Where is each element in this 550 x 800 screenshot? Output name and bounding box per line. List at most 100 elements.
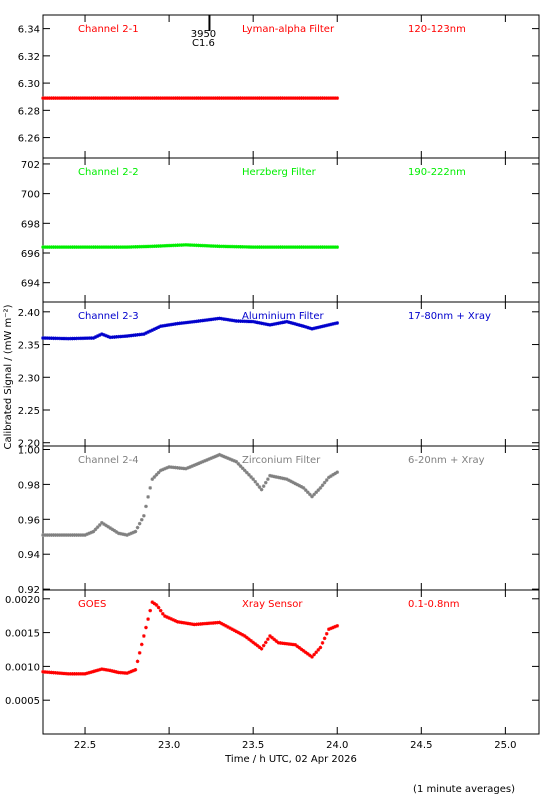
data-point [139,244,144,249]
data-point [163,96,167,100]
data-point [221,622,226,627]
data-point [142,634,146,638]
data-point [230,96,234,100]
data-point [188,243,192,247]
data-point [53,245,58,249]
data-point [272,96,276,100]
data-point [133,667,138,672]
data-point [245,635,249,640]
data-point [188,622,192,626]
data-point [144,625,148,630]
data-point [308,96,312,100]
data-point [121,532,125,536]
data-point [261,643,266,648]
data-point [312,492,316,497]
x-tick-label: 22.5 [74,740,96,751]
data-point [299,323,304,328]
data-point [240,466,245,471]
y-tick-label: 0.0010 [5,662,40,673]
data-point [221,96,226,100]
data-point [184,466,188,471]
data-point [242,634,247,638]
data-point [91,96,96,100]
data-point [137,651,142,655]
data-point [232,244,237,249]
data-point [184,621,188,625]
data-point [142,332,146,336]
data-point [93,245,98,249]
data-point [194,96,199,100]
data-point [85,245,89,249]
data-point [79,336,83,341]
data-point [64,671,68,676]
data-point [320,483,325,488]
data-point [295,644,300,649]
data-point [293,642,298,647]
data-point [106,245,110,249]
data-point [152,327,157,331]
data-point [249,245,253,249]
x-tick-label: 23.0 [158,740,180,751]
data-point [278,321,283,325]
data-point [284,96,289,100]
data-point [108,526,113,530]
event-marker-label: C1.6 [192,38,215,49]
data-point [163,323,167,328]
data-point [146,244,150,249]
data-point [287,245,291,249]
data-point [196,319,201,323]
data-point [209,621,213,625]
data-point [234,96,239,100]
data-point [129,245,134,249]
data-point [125,245,129,249]
data-series [41,452,340,537]
data-point [182,321,186,325]
data-point [306,490,310,495]
data-point [131,530,136,535]
data-point [158,324,163,329]
data-point [270,635,274,640]
data-point [228,244,232,249]
data-point [51,533,56,537]
data-point [280,476,285,481]
data-point [70,96,75,100]
data-point [245,245,249,249]
data-point [53,96,58,100]
data-point [263,322,268,326]
data-point [226,96,230,100]
data-point [175,619,180,624]
data-point [108,335,113,340]
data-point [295,245,300,249]
data-point [259,487,264,492]
data-point [100,332,104,336]
data-point [47,96,52,100]
data-point [184,320,188,325]
panel-band-label: 120-123nm [408,24,466,35]
data-point [320,96,325,100]
data-point [192,463,197,467]
data-point [179,243,184,247]
data-point [129,333,134,338]
data-point [331,96,335,100]
data-point [238,319,243,323]
data-point [133,96,138,100]
data-point [123,96,127,100]
data-point [310,245,314,249]
data-point [66,96,71,100]
data-point [79,245,83,249]
data-point [255,643,260,648]
data-point [93,335,98,339]
data-point [123,671,127,675]
data-point [324,323,329,328]
data-point [247,637,251,641]
data-point [232,96,237,100]
data-point [306,96,310,100]
data-point [87,245,92,249]
data-point [272,637,276,642]
data-point [66,336,71,341]
data-point [165,96,169,100]
y-tick-label: 2.30 [18,373,40,384]
x-tick-label: 24.0 [326,740,348,751]
data-point [263,245,268,249]
data-point [312,245,316,249]
